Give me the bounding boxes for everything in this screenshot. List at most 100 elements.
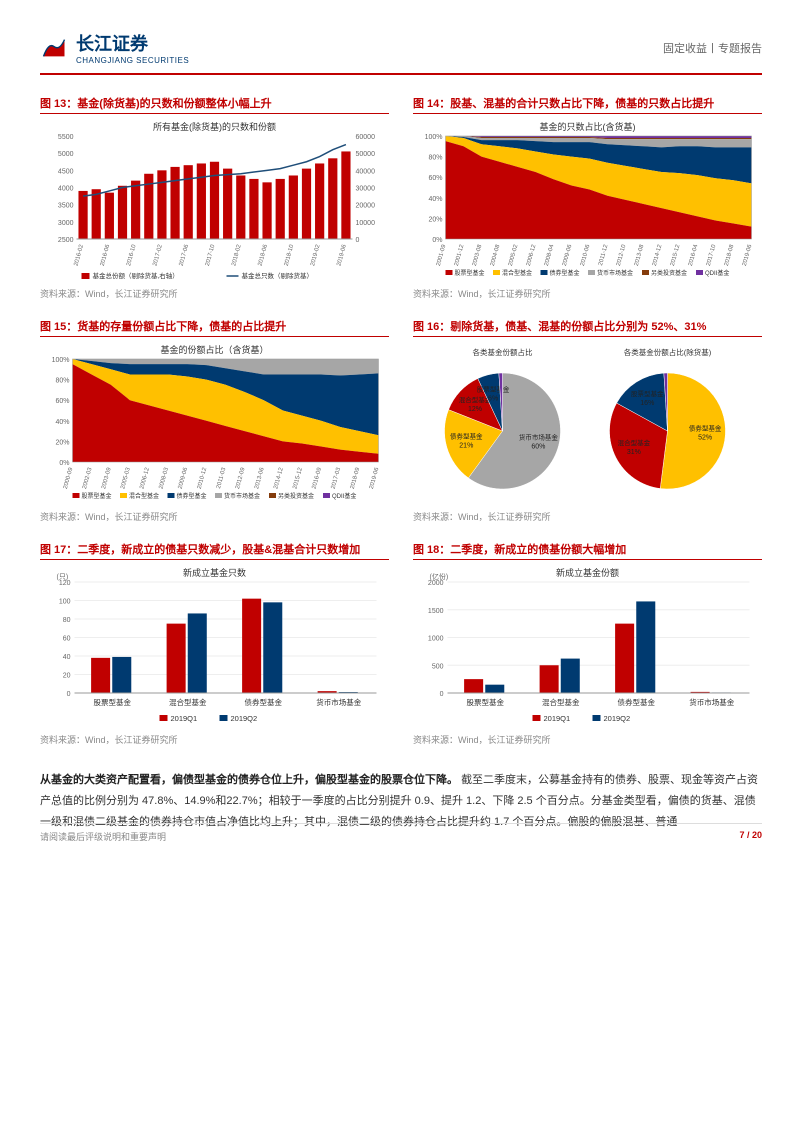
svg-text:2005-03: 2005-03 — [120, 466, 132, 489]
doc-type: 固定收益丨专题报告 — [663, 40, 762, 56]
svg-text:2016-04: 2016-04 — [688, 243, 700, 266]
logo-area: 长江证券 CHANGJIANG SECURITIES — [40, 30, 189, 65]
svg-text:2005-02: 2005-02 — [508, 243, 520, 266]
svg-text:混合型基金: 混合型基金 — [618, 438, 651, 447]
svg-text:货币市场基金: 货币市场基金 — [316, 697, 361, 707]
chart-source: 资料来源：Wind，长江证券研究所 — [40, 510, 389, 523]
company-name-en: CHANGJIANG SECURITIES — [76, 56, 189, 65]
svg-text:40: 40 — [63, 654, 71, 661]
svg-text:10000: 10000 — [356, 220, 376, 227]
svg-text:2008-04: 2008-04 — [544, 243, 556, 266]
svg-text:2016-10: 2016-10 — [126, 243, 138, 266]
svg-text:股票型基金: 股票型基金 — [82, 492, 112, 500]
svg-text:债券型基金: 债券型基金 — [177, 492, 207, 500]
page-number: 7 / 20 — [739, 830, 762, 843]
chart-15: 图 15：货基的存量份额占比下降，债基的占比提升 基金的份额占比（含货基）0%2… — [40, 318, 389, 523]
chart-source: 资料来源：Wind，长江证券研究所 — [40, 287, 389, 300]
svg-text:2019Q2: 2019Q2 — [231, 714, 258, 723]
svg-text:2014-12: 2014-12 — [273, 466, 285, 489]
chart-14: 图 14：股基、混基的合计只数占比下降，债基的只数占比提升 基金的只数占比(含货… — [413, 95, 762, 300]
svg-text:2019Q1: 2019Q1 — [544, 714, 571, 723]
svg-text:20000: 20000 — [356, 203, 376, 210]
svg-text:QDII基金: QDII基金 — [332, 492, 356, 500]
svg-text:2006-12: 2006-12 — [526, 243, 538, 266]
svg-text:股票型基金: 股票型基金 — [467, 697, 505, 707]
svg-text:100%: 100% — [52, 357, 70, 364]
svg-text:2018-08: 2018-08 — [724, 243, 736, 266]
svg-text:60000: 60000 — [356, 134, 376, 141]
svg-text:2019Q2: 2019Q2 — [604, 714, 631, 723]
svg-text:2001-09: 2001-09 — [436, 243, 448, 266]
svg-text:新成立基金份额: 新成立基金份额 — [556, 567, 619, 578]
svg-text:2011-03: 2011-03 — [216, 466, 228, 489]
svg-text:40%: 40% — [428, 196, 442, 203]
svg-text:12%: 12% — [468, 406, 482, 413]
svg-text:3500: 3500 — [58, 203, 74, 210]
chart-title: 图 18：二季度，新成立的债基份额大幅增加 — [413, 541, 762, 560]
svg-text:2003-08: 2003-08 — [472, 243, 484, 266]
svg-text:30000: 30000 — [356, 186, 376, 193]
svg-text:2018-10: 2018-10 — [284, 243, 296, 266]
svg-text:2012-10: 2012-10 — [616, 243, 628, 266]
svg-text:0: 0 — [356, 237, 360, 244]
svg-text:新成立基金只数: 新成立基金只数 — [183, 567, 246, 578]
svg-text:120: 120 — [59, 580, 71, 587]
svg-text:0%: 0% — [59, 460, 69, 467]
svg-text:2008-03: 2008-03 — [159, 466, 171, 489]
svg-text:2017-03: 2017-03 — [331, 466, 343, 489]
svg-text:80%: 80% — [428, 155, 442, 162]
svg-text:债券型基金: 债券型基金 — [550, 269, 580, 277]
svg-text:债券型基金: 债券型基金 — [689, 423, 722, 432]
svg-text:60%: 60% — [531, 444, 545, 451]
svg-text:20%: 20% — [55, 439, 69, 446]
svg-text:50000: 50000 — [356, 151, 376, 158]
svg-text:2015-12: 2015-12 — [292, 466, 304, 489]
svg-text:2016-09: 2016-09 — [312, 466, 324, 489]
chart-18: 图 18：二季度，新成立的债基份额大幅增加 新成立基金份额(亿份)0500100… — [413, 541, 762, 746]
svg-text:2019-06: 2019-06 — [742, 243, 754, 266]
svg-text:21%: 21% — [459, 443, 473, 450]
svg-text:债券型基金: 债券型基金 — [450, 432, 483, 441]
svg-text:2018-09: 2018-09 — [350, 466, 362, 489]
footer-note: 请阅读最后评级说明和重要声明 — [40, 830, 166, 843]
svg-text:各类基金份额占比: 各类基金份额占比 — [473, 347, 533, 357]
chart-17: 图 17：二季度，新成立的债基只数减少，股基&混基合计只数增加 新成立基金只数(… — [40, 541, 389, 746]
svg-text:31%: 31% — [627, 449, 641, 456]
svg-text:债券型基金: 债券型基金 — [618, 697, 656, 707]
chart-title: 图 15：货基的存量份额占比下降，债基的占比提升 — [40, 318, 389, 337]
svg-text:2010-12: 2010-12 — [197, 466, 209, 489]
svg-text:2012-09: 2012-09 — [235, 466, 247, 489]
svg-text:100: 100 — [59, 599, 71, 606]
svg-text:2016-06: 2016-06 — [100, 243, 112, 266]
svg-text:2009-06: 2009-06 — [562, 243, 574, 266]
svg-text:3000: 3000 — [58, 220, 74, 227]
lead-sentence: 从基金的大类资产配置看，偏债型基金的债券仓位上升，偏股型基金的股票仓位下降。 — [40, 774, 458, 786]
svg-text:0%: 0% — [432, 237, 442, 244]
svg-text:2019-06: 2019-06 — [336, 243, 348, 266]
svg-text:0: 0 — [67, 691, 71, 698]
svg-text:2001-12: 2001-12 — [454, 243, 466, 266]
svg-text:货币市场基金: 货币市场基金 — [597, 269, 633, 277]
svg-text:债券型基金: 债券型基金 — [245, 697, 283, 707]
svg-text:2000: 2000 — [428, 580, 444, 587]
svg-text:4000: 4000 — [58, 186, 74, 193]
page-header: 长江证券 CHANGJIANG SECURITIES 固定收益丨专题报告 — [40, 30, 762, 75]
chart-source: 资料来源：Wind，长江证券研究所 — [40, 733, 389, 746]
svg-text:各类基金份额占比(除货基): 各类基金份额占比(除货基) — [624, 347, 712, 357]
svg-text:股票型基金: 股票型基金 — [631, 389, 664, 398]
chart-16: 图 16：剔除货基，债基、混基的份额占比分别为 52%、31% 各类基金份额占比… — [413, 318, 762, 523]
svg-text:2014-12: 2014-12 — [652, 243, 664, 266]
svg-text:另类投资基金: 另类投资基金 — [278, 492, 314, 500]
svg-text:60: 60 — [63, 636, 71, 643]
svg-text:0: 0 — [440, 691, 444, 698]
chart-13: 图 13：基金(除货基)的只数和份额整体小幅上升 所有基金(除货基)的只数和份额… — [40, 95, 389, 300]
svg-text:QDII基金: QDII基金 — [705, 269, 729, 277]
svg-text:2019-06: 2019-06 — [369, 466, 381, 489]
svg-text:2015-12: 2015-12 — [670, 243, 682, 266]
svg-text:2017-10: 2017-10 — [706, 243, 718, 266]
svg-text:2018-02: 2018-02 — [231, 243, 243, 266]
svg-text:2019Q1: 2019Q1 — [171, 714, 198, 723]
svg-text:货币市场基金: 货币市场基金 — [519, 433, 559, 442]
svg-text:2500: 2500 — [58, 237, 74, 244]
svg-text:混合型基金: 混合型基金 — [169, 697, 207, 707]
